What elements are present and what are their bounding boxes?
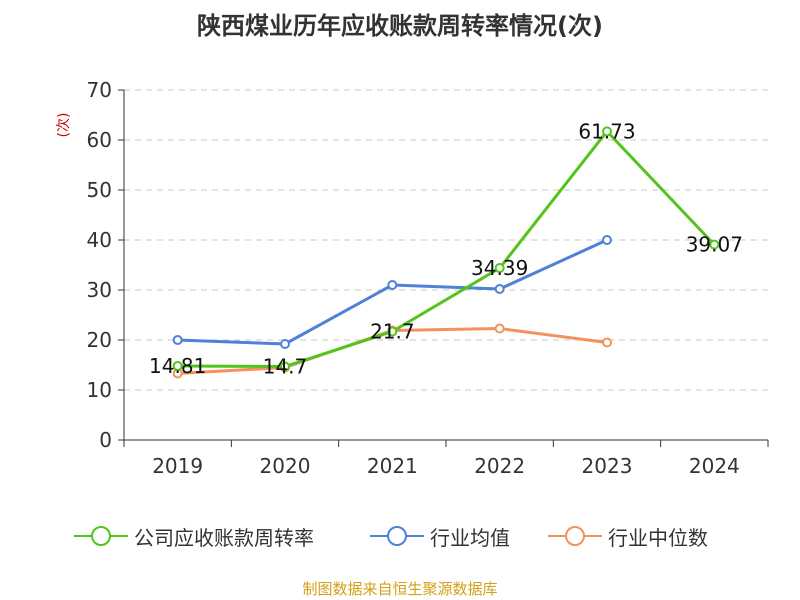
y-axis-label: (次) bbox=[56, 113, 72, 138]
data-label: 14.7 bbox=[263, 355, 308, 379]
y-tick-label: 0 bbox=[99, 428, 112, 452]
data-point[interactable] bbox=[709, 239, 720, 250]
series-line bbox=[177, 129, 716, 368]
data-point[interactable] bbox=[602, 235, 612, 245]
x-tick-labels: 2019 2020 2021 2022 2023 2024 bbox=[152, 454, 740, 478]
x-tick-label: 2024 bbox=[689, 454, 740, 478]
legend-label-industry-mean: 行业均值 bbox=[430, 525, 510, 550]
legend-item-industry-mean[interactable]: 行业均值 bbox=[370, 518, 510, 554]
axes bbox=[118, 89, 769, 447]
data-label: 34.39 bbox=[471, 256, 528, 280]
data-point[interactable] bbox=[387, 326, 398, 337]
legend-marker-industry-mean bbox=[370, 526, 424, 546]
data-label: 61.73 bbox=[578, 119, 635, 143]
data-point[interactable] bbox=[494, 263, 505, 274]
legend-marker-company bbox=[74, 526, 128, 546]
data-point[interactable] bbox=[602, 126, 612, 137]
x-tick-label: 2021 bbox=[367, 454, 418, 478]
source-note: 制图数据来自恒生聚源数据库 bbox=[302, 580, 498, 598]
x-tick-label: 2022 bbox=[474, 454, 525, 478]
data-point[interactable] bbox=[280, 339, 290, 349]
data-point[interactable] bbox=[172, 360, 183, 371]
y-tick-labels: 0 10 20 30 40 50 60 70 bbox=[87, 78, 112, 452]
legend-item-company[interactable]: 公司应收账款周转率 bbox=[74, 518, 314, 554]
grid-lines bbox=[124, 89, 768, 391]
legend-label-company: 公司应收账款周转率 bbox=[134, 525, 314, 550]
data-point[interactable] bbox=[494, 284, 505, 294]
legend-marker-industry-median bbox=[548, 526, 602, 546]
data-label: 21.7 bbox=[370, 320, 415, 344]
y-tick-label: 30 bbox=[87, 278, 112, 302]
x-tick-label: 2020 bbox=[260, 454, 311, 478]
x-tick-label: 2019 bbox=[152, 454, 203, 478]
y-tick-label: 10 bbox=[87, 378, 112, 402]
y-tick-label: 70 bbox=[87, 78, 112, 102]
y-tick-label: 50 bbox=[87, 178, 112, 202]
chart-title: 陕西煤业历年应收账款周转率情况(次) bbox=[197, 12, 603, 40]
data-label: 14.81 bbox=[149, 354, 206, 378]
data-point[interactable] bbox=[280, 361, 290, 372]
y-tick-label: 20 bbox=[87, 328, 112, 352]
y-tick-label: 40 bbox=[87, 228, 112, 252]
data-point[interactable] bbox=[602, 337, 612, 348]
data-point[interactable] bbox=[387, 280, 398, 290]
legend-label-industry-median: 行业中位数 bbox=[608, 525, 708, 550]
y-tick-label: 60 bbox=[87, 128, 112, 152]
data-label: 39.07 bbox=[686, 233, 743, 257]
data-labels: 14.81 14.7 21.7 34.39 61.73 39.07 bbox=[149, 119, 743, 378]
series-lines bbox=[172, 126, 720, 379]
legend-item-industry-median[interactable]: 行业中位数 bbox=[548, 518, 708, 554]
x-tick-label: 2023 bbox=[582, 454, 633, 478]
data-point[interactable] bbox=[172, 335, 183, 345]
data-point[interactable] bbox=[494, 323, 505, 334]
